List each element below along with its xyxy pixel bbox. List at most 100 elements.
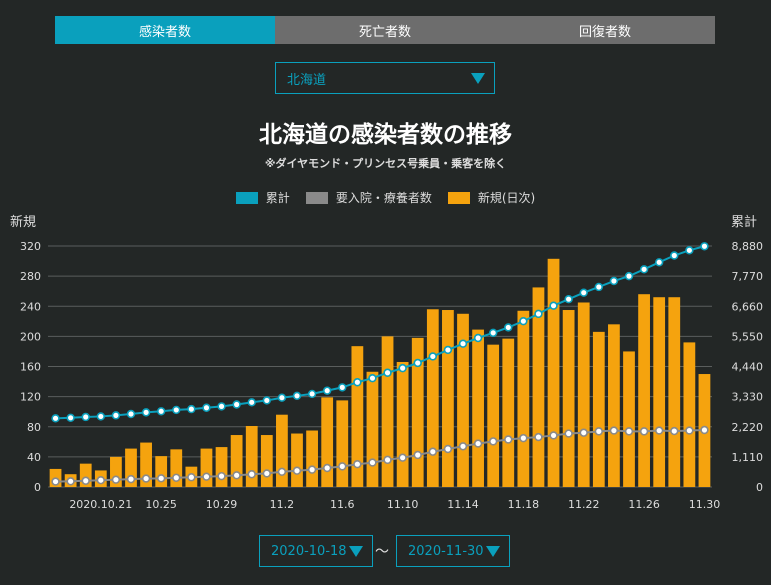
tab-infections[interactable]: 感染者数: [55, 16, 275, 44]
date-range-separator: 〜: [375, 544, 389, 560]
legend-swatch-daily: [447, 191, 470, 204]
cumulative-point: [670, 251, 679, 260]
bar-daily: [426, 309, 439, 487]
cumulative-point: [549, 301, 558, 310]
x-tick-label: 11.26: [628, 498, 660, 511]
bar-daily: [260, 435, 273, 487]
x-tick-label: 10.29: [206, 498, 238, 511]
hospitalized-point: [247, 470, 256, 479]
legend-item-hospitalized[interactable]: 要入院・療養者数: [305, 189, 432, 206]
cumulative-point: [353, 378, 362, 387]
hospitalized-point: [519, 433, 528, 443]
hospitalized-point: [579, 428, 588, 437]
x-tick-label: 11.30: [689, 498, 721, 511]
hospitalized-point: [51, 477, 60, 486]
date-to-value: 2020-11-30: [408, 543, 484, 559]
hospitalized-point: [187, 473, 196, 482]
bar-daily: [200, 448, 213, 487]
y-tick-right: 4,440: [732, 361, 764, 374]
cumulative-point: [488, 328, 498, 338]
bar-daily: [351, 346, 364, 487]
hospitalized-point: [398, 453, 407, 462]
hospitalized-point: [172, 473, 181, 482]
cumulative-point: [443, 345, 453, 355]
cumulative-point: [579, 288, 588, 297]
cumulative-point: [458, 339, 468, 348]
hospitalized-point: [156, 474, 166, 483]
tab-deaths[interactable]: 死亡者数: [275, 16, 495, 44]
y-tick-left: 40: [27, 451, 41, 464]
legend-item-cumulative[interactable]: 累計: [235, 189, 290, 206]
cumulative-point: [534, 309, 543, 319]
cumulative-point: [172, 405, 181, 415]
hospitalized-point: [217, 471, 226, 481]
cumulative-point: [51, 414, 60, 423]
hospitalized-point: [277, 467, 287, 477]
legend-label-cumulative: 累計: [265, 191, 290, 205]
cumulative-point: [594, 282, 604, 292]
chart-title: 北海道の感染者数の推移: [259, 122, 512, 148]
bar-daily: [411, 337, 424, 487]
cumulative-point: [277, 393, 287, 402]
bar-daily: [396, 361, 409, 487]
bar-daily: [125, 448, 137, 487]
cumulative-point: [322, 386, 332, 395]
x-tick-label: 11.10: [387, 498, 419, 511]
x-tick-label: 11.2: [270, 498, 295, 511]
x-tick-label: 11.6: [330, 498, 355, 511]
hospitalized-point: [292, 466, 302, 475]
cumulative-point: [473, 333, 483, 343]
x-tick-label: 2020.10.21: [69, 498, 132, 511]
y-tick-left: 200: [20, 330, 41, 343]
bar-daily: [215, 447, 228, 487]
hospitalized-point: [111, 475, 121, 484]
y-tick-right: 1,110: [732, 451, 764, 464]
date-from-select[interactable]: 2020-10-18: [259, 535, 373, 567]
hospitalized-point: [549, 431, 558, 440]
hospitalized-point: [141, 474, 151, 483]
date-to-select[interactable]: 2020-11-30: [396, 535, 510, 567]
hospitalized-point: [353, 460, 362, 469]
hospitalized-point: [307, 465, 317, 474]
tab-recovered[interactable]: 回復者数: [495, 16, 715, 44]
bar-daily: [562, 310, 575, 487]
hospitalized-point: [81, 476, 90, 485]
bar-daily: [547, 258, 560, 487]
hospitalized-point: [428, 447, 438, 456]
hospitalized-point: [639, 427, 649, 436]
hospitalized-point: [66, 477, 75, 486]
hospitalized-point: [700, 425, 709, 435]
cumulative-point: [232, 400, 241, 409]
hospitalized-point: [202, 472, 211, 481]
bar-daily: [517, 310, 530, 487]
cumulative-point: [413, 358, 422, 368]
cumulative-point: [609, 276, 619, 286]
bar-daily: [110, 456, 122, 487]
bar-daily: [653, 297, 666, 487]
bar-daily: [487, 344, 500, 487]
cumulative-point: [187, 404, 196, 414]
y-tick-right: 5,550: [732, 330, 764, 343]
legend-swatch-cumulative: [235, 191, 258, 204]
hospitalized-point: [458, 442, 468, 451]
cumulative-point: [368, 373, 377, 383]
hospitalized-point: [624, 427, 634, 436]
cumulative-point: [96, 412, 106, 421]
y-tick-left: 80: [27, 421, 41, 434]
bar-daily: [638, 294, 650, 487]
cumulative-point: [564, 294, 573, 304]
region-select[interactable]: 北海道: [275, 62, 495, 94]
hospitalized-point: [383, 455, 392, 465]
cumulative-point: [247, 398, 256, 407]
bar-daily: [306, 430, 318, 487]
bar-daily: [140, 442, 152, 487]
legend-item-daily[interactable]: 新規(日次): [447, 189, 535, 206]
x-tick-label: 11.14: [447, 498, 479, 511]
y-tick-left: 240: [20, 300, 41, 313]
y-tick-left: 280: [20, 270, 41, 283]
y-tick-left: 120: [20, 391, 41, 404]
chart-subtitle: ※ダイヤモンド・プリンセス号乗員・乗客を除く: [264, 157, 507, 170]
bar-daily: [276, 414, 288, 487]
bar-daily: [457, 313, 469, 487]
cumulative-point: [338, 383, 347, 392]
